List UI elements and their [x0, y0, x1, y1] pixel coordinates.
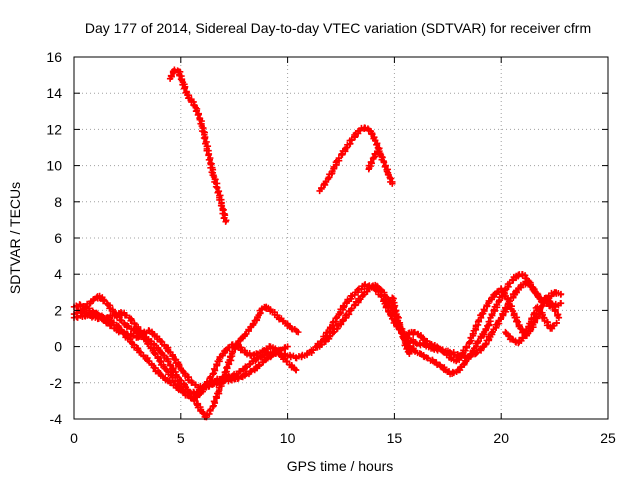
- data-point: [389, 180, 396, 187]
- data-point: [263, 350, 280, 363]
- y-tick-label: 12: [46, 121, 62, 137]
- y-tick-label: 0: [54, 339, 62, 355]
- data-point: [209, 388, 223, 410]
- y-tick-label: -2: [50, 375, 63, 391]
- data-point: [196, 115, 208, 136]
- data-point: [329, 157, 343, 175]
- data-point: [316, 333, 333, 350]
- data-point: [485, 291, 497, 307]
- axis-ticks: 0 5 10 15 20 25 -4 -2 0 2 4 6 8 10 12 14 16: [46, 49, 616, 446]
- data-point: [217, 200, 230, 224]
- x-axis-label: GPS time / hours: [287, 458, 394, 474]
- x-tick-label: 15: [387, 430, 403, 446]
- data-point: [263, 303, 274, 315]
- series-track-d: [70, 310, 291, 392]
- data-point: [175, 68, 186, 84]
- data-point: [143, 337, 158, 357]
- y-tick-label: -4: [50, 411, 63, 427]
- data-points: [70, 66, 565, 421]
- data-point: [222, 352, 236, 376]
- data-point: [295, 328, 302, 336]
- data-point: [102, 318, 118, 332]
- data-point: [521, 319, 535, 339]
- data-point: [337, 307, 355, 327]
- data-point: [122, 321, 135, 333]
- data-point: [171, 66, 181, 75]
- data-point: [164, 357, 180, 379]
- data-point: [392, 310, 404, 331]
- data-point: [209, 169, 221, 190]
- data-point: [367, 128, 378, 142]
- data-point: [478, 302, 491, 318]
- x-tick-label: 10: [280, 430, 296, 446]
- series-track-h: [166, 66, 230, 225]
- data-point: [216, 347, 228, 363]
- y-tick-label: 10: [46, 158, 62, 174]
- x-tick-label: 0: [70, 430, 78, 446]
- data-point: [433, 343, 446, 355]
- data-point: [500, 280, 512, 296]
- data-point: [220, 376, 236, 385]
- data-point: [177, 365, 195, 385]
- y-tick-label: 2: [54, 302, 62, 318]
- data-point: [316, 180, 329, 195]
- y-tick-label: 16: [46, 49, 62, 65]
- y-tick-label: 4: [54, 266, 62, 282]
- y-tick-label: 8: [54, 194, 62, 210]
- data-point: [504, 296, 518, 317]
- data-point: [326, 311, 343, 332]
- x-tick-label: 20: [493, 430, 509, 446]
- data-point: [557, 290, 565, 298]
- data-point: [510, 310, 523, 330]
- data-point: [213, 184, 225, 206]
- data-point: [151, 350, 167, 369]
- data-point: [472, 312, 485, 332]
- data-point: [166, 348, 183, 370]
- data-point: [380, 158, 392, 175]
- y-axis-label: SDTVAR / TECUs: [7, 182, 23, 294]
- x-tick-label: 25: [600, 430, 616, 446]
- data-point: [557, 299, 565, 307]
- series-track-i: [316, 124, 396, 195]
- data-point: [348, 293, 366, 312]
- data-point: [401, 333, 414, 358]
- x-tick-label: 5: [177, 430, 185, 446]
- data-point: [553, 319, 560, 327]
- data-point: [188, 97, 198, 110]
- data-point: [200, 131, 213, 158]
- data-point: [222, 218, 229, 225]
- series-track-g: [487, 271, 565, 347]
- data-point: [147, 337, 162, 352]
- data-point: [489, 315, 504, 336]
- data-point: [292, 366, 300, 374]
- data-point: [209, 357, 223, 377]
- data-point: [250, 353, 265, 365]
- data-point: [515, 334, 527, 347]
- data-point: [465, 326, 480, 347]
- data-point: [327, 321, 345, 339]
- data-point: [286, 361, 300, 374]
- data-point: [555, 314, 563, 321]
- data-point: [352, 282, 366, 296]
- data-point: [156, 336, 172, 355]
- data-point: [134, 347, 151, 364]
- data-point: [284, 343, 291, 350]
- data-point: [145, 357, 163, 376]
- data-point: [205, 151, 217, 176]
- data-point: [389, 294, 400, 316]
- chart-title: Day 177 of 2014, Sidereal Day-to-day VTE…: [85, 20, 591, 36]
- y-tick-label: 6: [54, 230, 62, 246]
- data-point: [275, 314, 287, 325]
- data-point: [374, 147, 381, 155]
- y-tick-label: 14: [46, 85, 62, 101]
